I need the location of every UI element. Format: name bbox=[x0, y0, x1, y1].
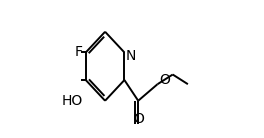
Text: F: F bbox=[75, 45, 83, 59]
Text: N: N bbox=[126, 49, 136, 63]
Text: O: O bbox=[133, 112, 144, 126]
Text: HO: HO bbox=[62, 94, 83, 108]
Text: O: O bbox=[159, 73, 170, 87]
